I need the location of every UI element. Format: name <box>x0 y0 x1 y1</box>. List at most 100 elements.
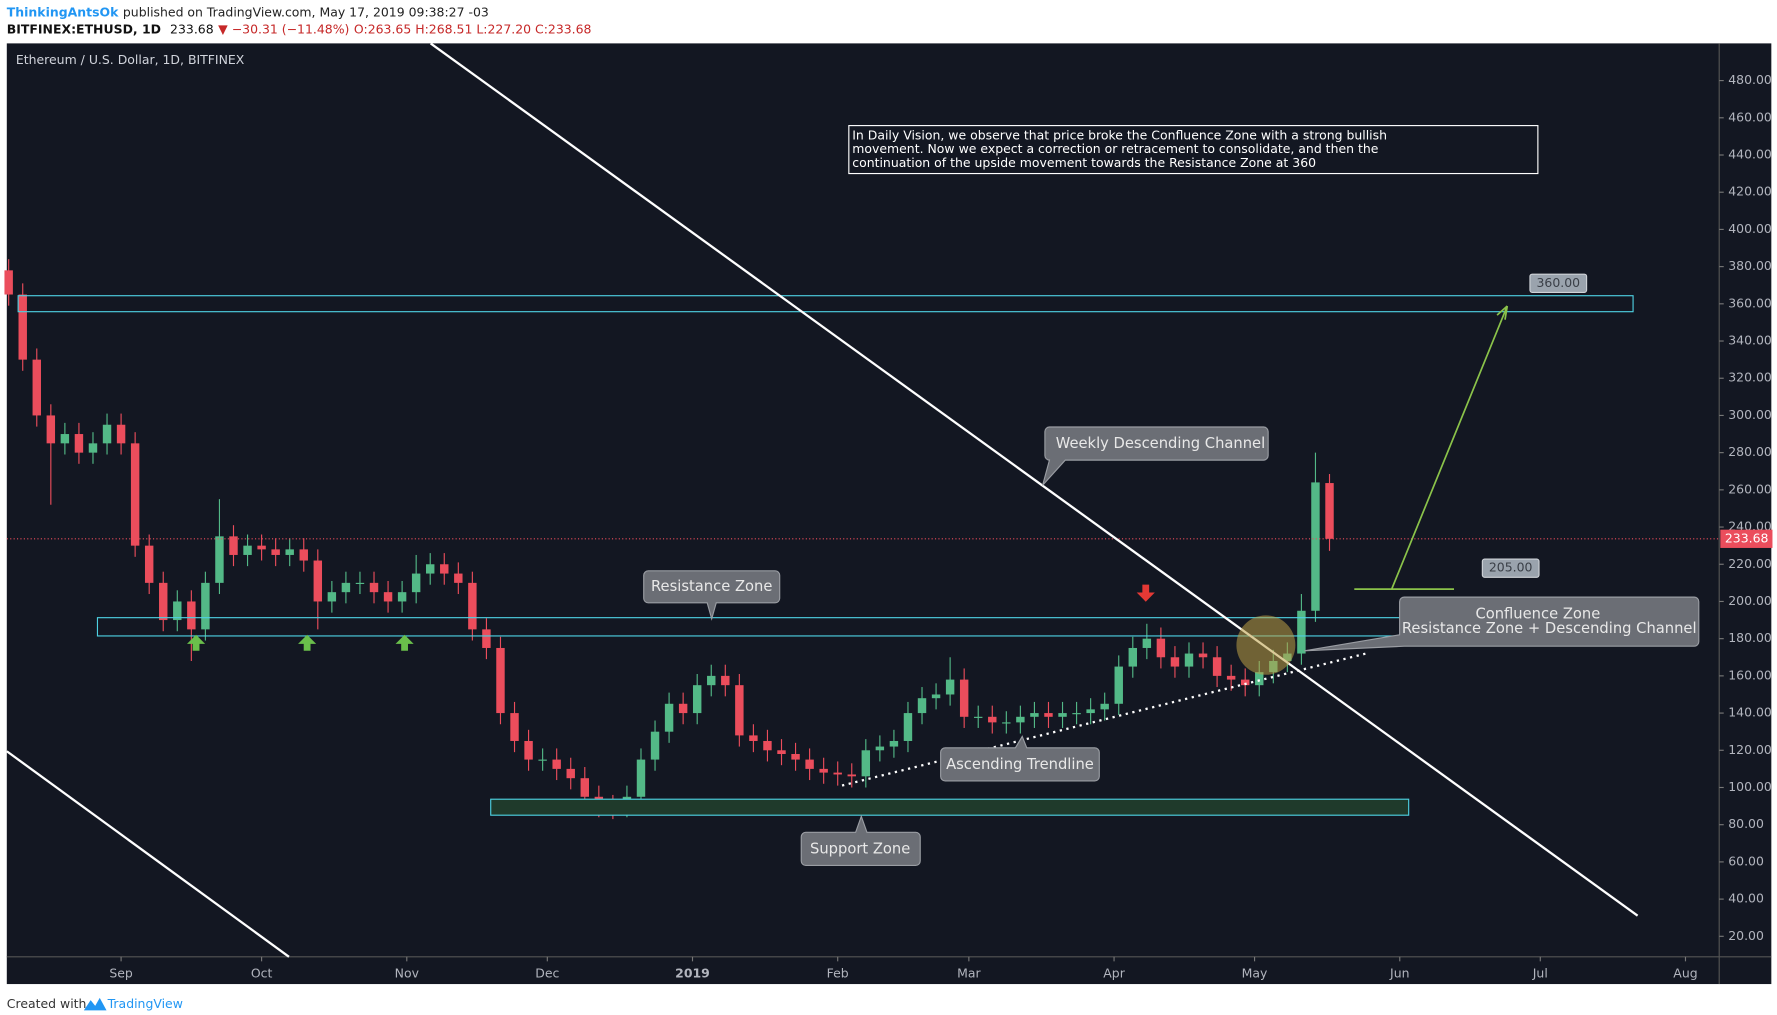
candle-body <box>243 545 252 555</box>
channel-upper <box>429 42 1639 917</box>
y-tick-label: 380.00 <box>1728 258 1772 273</box>
projection-arrow <box>1354 305 1509 590</box>
last-price-label: 233.68 <box>1725 530 1769 545</box>
y-tick-label: 20.00 <box>1728 928 1764 943</box>
y-tick-label: 300.00 <box>1728 407 1772 422</box>
callout-text: Resistance Zone + Descending Channel <box>1402 620 1697 637</box>
note-line: continuation of the upside movement towa… <box>852 155 1316 170</box>
callout-text: Weekly Descending Channel <box>1056 435 1265 452</box>
candle-body <box>664 703 674 732</box>
candle-body <box>1255 672 1264 686</box>
candle-body <box>102 424 112 444</box>
candle-body <box>1114 666 1123 704</box>
candle-body <box>426 564 435 574</box>
candle-body <box>32 359 41 416</box>
y-tick-label: 160.00 <box>1728 667 1772 682</box>
candle-body <box>411 573 421 593</box>
candle-body <box>1156 638 1166 658</box>
candle-body <box>201 582 210 630</box>
callout-text: Confluence Zone <box>1475 605 1600 622</box>
callout-box <box>1042 426 1269 486</box>
x-tick-label: Dec <box>535 965 559 980</box>
x-tick-label: Nov <box>395 965 420 980</box>
x-tick-label: Jun <box>1389 965 1409 980</box>
support-arrows <box>186 634 414 651</box>
note-box <box>848 125 1539 175</box>
candle-body <box>988 716 997 723</box>
author[interactable]: ThinkingAntsOk <box>7 4 119 19</box>
candle-body <box>524 740 533 760</box>
last-price-box <box>1720 529 1773 548</box>
candle-body <box>692 685 702 714</box>
y-tick-label: 140.00 <box>1728 705 1772 720</box>
chart-background <box>6 43 1772 985</box>
candle-body <box>903 713 913 741</box>
candle-body <box>130 443 140 546</box>
x-tick-label: Jul <box>1532 965 1548 980</box>
candle-body <box>1072 713 1081 715</box>
candle-body <box>383 592 393 602</box>
candle-body <box>1170 657 1180 667</box>
candle-body <box>791 754 800 760</box>
y-tick-label: 180.00 <box>1728 630 1772 645</box>
callout-text: Support Zone <box>810 840 910 857</box>
candle-body <box>1325 483 1334 539</box>
candle-body <box>931 694 941 699</box>
x-tick-label: Sep <box>109 965 133 980</box>
candle-body <box>46 415 56 444</box>
note-line: In Daily Vision, we observe that price b… <box>852 127 1387 142</box>
candle-body <box>482 629 491 648</box>
candle-body <box>580 778 589 797</box>
candle-body <box>1002 722 1011 724</box>
footer-brand[interactable]: TradingView <box>107 996 183 1011</box>
candle-body <box>1311 482 1320 611</box>
ohlc: O:263.65 H:268.51 L:227.20 C:233.68 <box>354 21 592 36</box>
callout-text: Ascending Trendline <box>946 756 1094 773</box>
y-tick-label: 320.00 <box>1728 370 1772 385</box>
candle-body <box>440 564 449 574</box>
footer-created: Created with <box>7 996 87 1011</box>
candle-body <box>735 685 744 736</box>
candle-body <box>721 675 730 686</box>
x-tick-label: Apr <box>1103 965 1125 980</box>
candle-body <box>215 536 224 583</box>
y-tick-label: 80.00 <box>1728 816 1764 831</box>
candle-body <box>159 582 168 621</box>
callout-box <box>940 735 1100 782</box>
candle-body <box>959 679 969 717</box>
candle-body <box>566 768 575 779</box>
y-tick-label: 360.00 <box>1728 295 1772 310</box>
y-tick-label: 40.00 <box>1728 891 1764 906</box>
plot <box>4 259 1720 820</box>
candle-body <box>1142 638 1152 648</box>
candle-body <box>327 592 337 602</box>
price: 233.68 <box>170 21 214 36</box>
candle-body <box>496 647 505 714</box>
candle-body <box>1198 653 1208 658</box>
down-arrow <box>1136 584 1155 602</box>
y-tick-label: 340.00 <box>1728 332 1772 347</box>
resistance-zone-360 <box>17 295 1634 313</box>
y-tick-label: 280.00 <box>1728 444 1772 459</box>
y-tick-label: 200.00 <box>1728 593 1772 608</box>
candle-body <box>1058 713 1067 717</box>
ascending-trendline <box>841 651 1369 787</box>
up-arrow <box>186 634 206 651</box>
header-line-2: BITFINEX:ETHUSD, 1D 233.68 ▼ −30.31 (−11.4… <box>7 21 592 36</box>
candle-body <box>173 601 182 621</box>
y-tick-label: 440.00 <box>1728 146 1772 161</box>
candle-body <box>650 731 660 760</box>
support-zone <box>490 798 1410 816</box>
candle-body <box>397 592 407 602</box>
candle-body <box>510 713 519 741</box>
callout-box <box>800 814 921 867</box>
channel-lower <box>6 750 290 958</box>
candle-body <box>707 675 716 686</box>
candle-body <box>1184 653 1194 667</box>
candle-body <box>18 294 27 360</box>
candle-body <box>1297 610 1306 654</box>
candle-body <box>1086 709 1095 714</box>
y-tick-label: 60.00 <box>1728 853 1764 868</box>
candle-body <box>1016 716 1025 723</box>
y-tick-label: 480.00 <box>1728 72 1772 87</box>
